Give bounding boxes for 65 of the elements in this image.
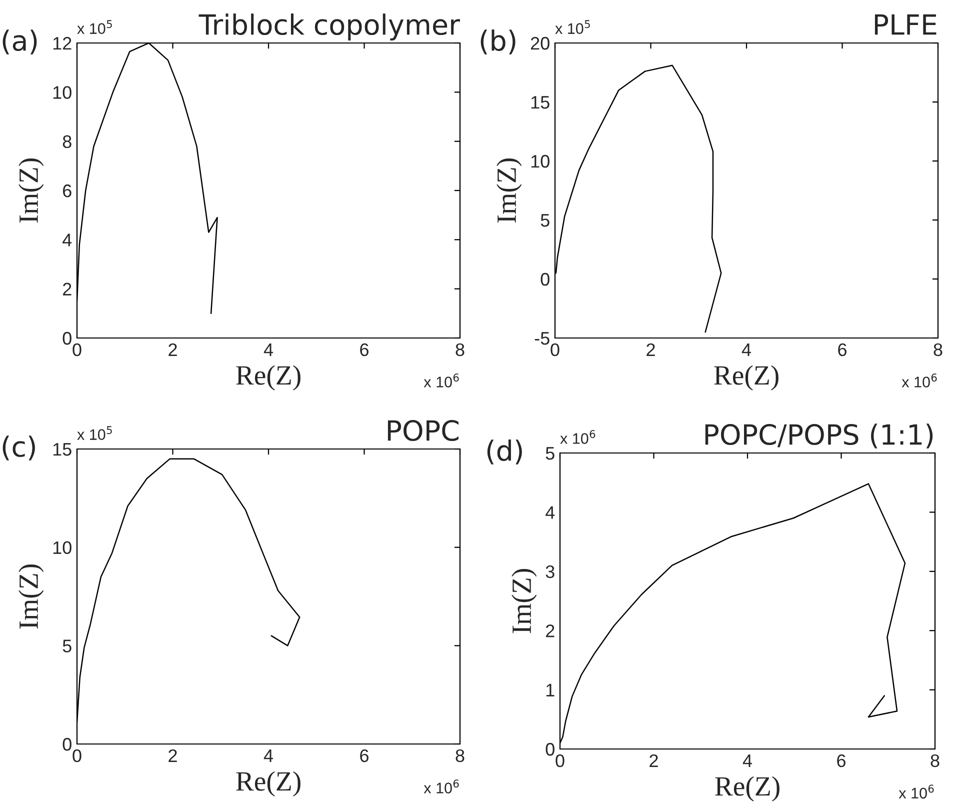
y-axis-title: Im(Z) xyxy=(18,158,44,223)
y-tick-label: 6 xyxy=(63,184,72,198)
x-tick-label: 2 xyxy=(646,343,655,356)
y-tick-label: 10 xyxy=(53,86,72,99)
text: (a) xyxy=(2,30,37,54)
chart-title: POPC xyxy=(388,420,458,442)
text: (b) xyxy=(480,30,516,54)
text: x 10$^{5}$ xyxy=(77,20,112,34)
y-axis-title: Im(Z) xyxy=(512,569,537,634)
text: x 10$^{6}$ xyxy=(424,780,459,794)
text: (d) xyxy=(487,440,522,464)
text: x 10$^{6}$ xyxy=(902,374,937,388)
y-tick-label: 5 xyxy=(540,214,550,227)
x-tick-label: 6 xyxy=(360,749,368,762)
chart-title: Triblock copolymer xyxy=(198,14,460,40)
x-axis-title: Re(Z) xyxy=(715,776,780,802)
y-tick-label: 2 xyxy=(63,282,72,296)
y-axis-title: Im(Z) xyxy=(496,158,522,223)
x-tick-label: 0 xyxy=(72,749,82,762)
y-tick-label: 10 xyxy=(531,154,550,168)
x-tick-label: 8 xyxy=(456,343,464,356)
y-tick-label: 2 xyxy=(546,624,554,638)
y-axis-title: Im(Z) xyxy=(18,564,44,629)
x-axis-title: Re(Z) xyxy=(236,771,300,796)
text: x 10$^{6}$ xyxy=(424,374,459,388)
y-tick-label: 0 xyxy=(62,738,72,751)
x-tick-label: 4 xyxy=(742,754,752,767)
chart-title: PLFE xyxy=(874,14,936,35)
text: x 10$^{5}$ xyxy=(555,20,590,34)
x-tick-label: 6 xyxy=(838,343,846,356)
y-tick-label: 4 xyxy=(62,234,72,246)
y-tick-label: 20 xyxy=(530,36,550,50)
y-tick-label: 0 xyxy=(62,332,72,345)
x-tick-label: 2 xyxy=(168,343,177,356)
x-tick-label: 8 xyxy=(934,343,942,356)
x-tick-label: 2 xyxy=(650,754,658,767)
y-tick-label: 10 xyxy=(53,541,72,554)
x-tick-label: 6 xyxy=(837,754,846,768)
x-axis-title: Re(Z) xyxy=(714,365,778,390)
y-tick-label: 15 xyxy=(531,96,550,109)
x-tick-label: 4 xyxy=(264,750,273,762)
x-tick-label: 6 xyxy=(360,343,368,356)
x-tick-label: 0 xyxy=(72,343,82,356)
x-tick-label: 8 xyxy=(930,754,940,768)
y-tick-label: 8 xyxy=(62,135,72,148)
y-tick-label: 5 xyxy=(546,447,554,460)
y-tick-label: 12 xyxy=(53,36,72,50)
y-tick-label: 3 xyxy=(546,565,554,578)
x-tick-label: 8 xyxy=(456,749,464,762)
y-tick-label: 15 xyxy=(53,443,72,456)
x-tick-label: 4 xyxy=(742,344,751,356)
y-tick-label: 4 xyxy=(546,506,555,519)
text: x 10$^{6}$ xyxy=(560,430,596,444)
text: x 10$^{6}$ xyxy=(898,784,934,799)
y-tick-label: -5 xyxy=(534,332,550,345)
chart-title: POPC/POPS (1:1) xyxy=(705,424,933,448)
x-tick-label: 0 xyxy=(556,754,564,768)
x-tick-label: 4 xyxy=(264,344,273,356)
y-tick-label: 0 xyxy=(540,272,550,286)
y-tick-label: 5 xyxy=(62,640,72,652)
x-tick-label: 2 xyxy=(168,749,177,762)
y-tick-label: 1 xyxy=(546,684,554,696)
x-axis-title: Re(Z) xyxy=(236,365,300,390)
text: x 10$^{5}$ xyxy=(77,426,112,440)
text: (c) xyxy=(2,436,35,460)
